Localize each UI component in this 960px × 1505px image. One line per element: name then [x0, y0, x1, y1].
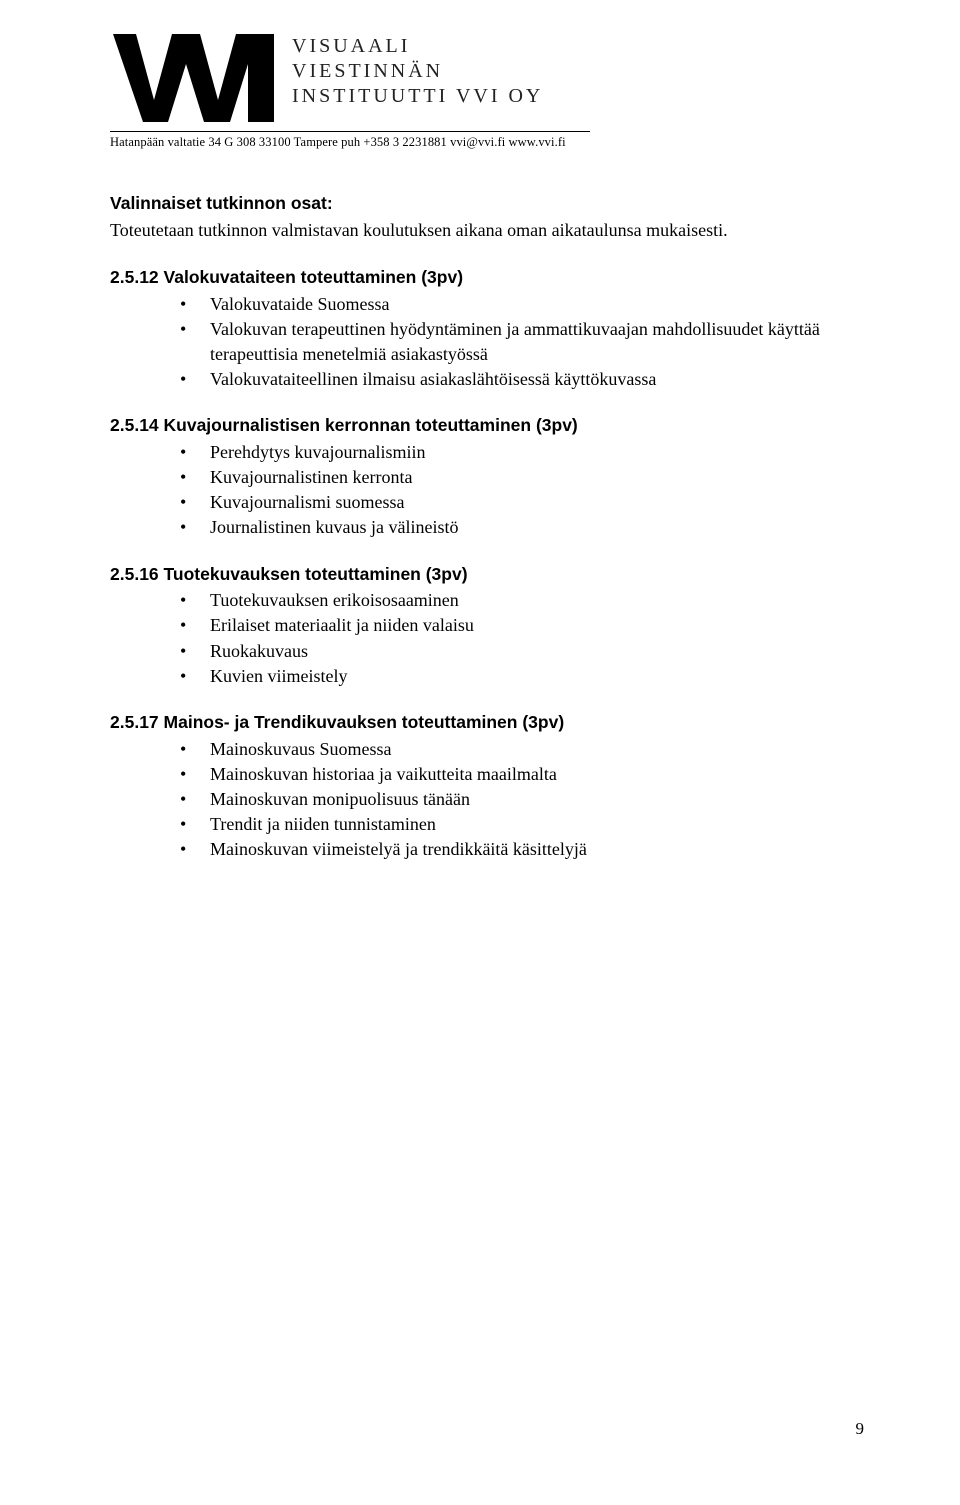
list-item: Kuvien viimeistely: [180, 664, 850, 689]
list-item: Journalistinen kuvaus ja välineistö: [180, 515, 850, 540]
list-item: Kuvajournalistinen kerronta: [180, 465, 850, 490]
document-body: Valinnaiset tutkinnon osat: Toteutetaan …: [110, 192, 850, 863]
section-list: Valokuvataide SuomessaValokuvan terapeut…: [110, 292, 850, 393]
logo-mark: [110, 30, 280, 125]
header-logo-block: VISUAALI VIESTINNÄN INSTITUUTTI VVI OY: [110, 30, 850, 125]
logo-line-1: VISUAALI: [292, 34, 543, 59]
section-title: 2.5.17 Mainos- ja Trendikuvauksen toteut…: [110, 711, 850, 735]
section-title: 2.5.16 Tuotekuvauksen toteuttaminen (3pv…: [110, 563, 850, 587]
list-item: Trendit ja niiden tunnistaminen: [180, 812, 850, 837]
list-item: Valokuvan terapeuttinen hyödyntäminen ja…: [180, 317, 850, 367]
list-item: Mainoskuvaus Suomessa: [180, 737, 850, 762]
list-item: Valokuvataiteellinen ilmaisu asiakasläht…: [180, 367, 850, 392]
list-item: Mainoskuvan historiaa ja vaikutteita maa…: [180, 762, 850, 787]
section-title: 2.5.12 Valokuvataiteen toteuttaminen (3p…: [110, 266, 850, 290]
list-item: Mainoskuvan monipuolisuus tänään: [180, 787, 850, 812]
sections-container: 2.5.12 Valokuvataiteen toteuttaminen (3p…: [110, 266, 850, 863]
main-heading: Valinnaiset tutkinnon osat:: [110, 192, 850, 216]
section-title: 2.5.14 Kuvajournalistisen kerronnan tote…: [110, 414, 850, 438]
document-page: VISUAALI VIESTINNÄN INSTITUUTTI VVI OY H…: [0, 0, 960, 893]
intro-paragraph: Toteutetaan tutkinnon valmistavan koulut…: [110, 218, 850, 242]
section-list: Perehdytys kuvajournalismiinKuvajournali…: [110, 440, 850, 541]
section-list: Mainoskuvaus SuomessaMainoskuvan histori…: [110, 737, 850, 863]
list-item: Valokuvataide Suomessa: [180, 292, 850, 317]
header-contact-line: Hatanpään valtatie 34 G 308 33100 Tamper…: [110, 131, 590, 150]
list-item: Erilaiset materiaalit ja niiden valaisu: [180, 613, 850, 638]
list-item: Ruokakuvaus: [180, 639, 850, 664]
logo-line-3: INSTITUUTTI VVI OY: [292, 84, 543, 109]
logo-text: VISUAALI VIESTINNÄN INSTITUUTTI VVI OY: [292, 30, 543, 109]
section-list: Tuotekuvauksen erikoisosaaminenErilaiset…: [110, 588, 850, 689]
list-item: Mainoskuvan viimeistelyä ja trendikkäitä…: [180, 837, 850, 862]
list-item: Kuvajournalismi suomessa: [180, 490, 850, 515]
page-number: 9: [856, 1419, 865, 1439]
list-item: Tuotekuvauksen erikoisosaaminen: [180, 588, 850, 613]
logo-line-2: VIESTINNÄN: [292, 59, 543, 84]
list-item: Perehdytys kuvajournalismiin: [180, 440, 850, 465]
